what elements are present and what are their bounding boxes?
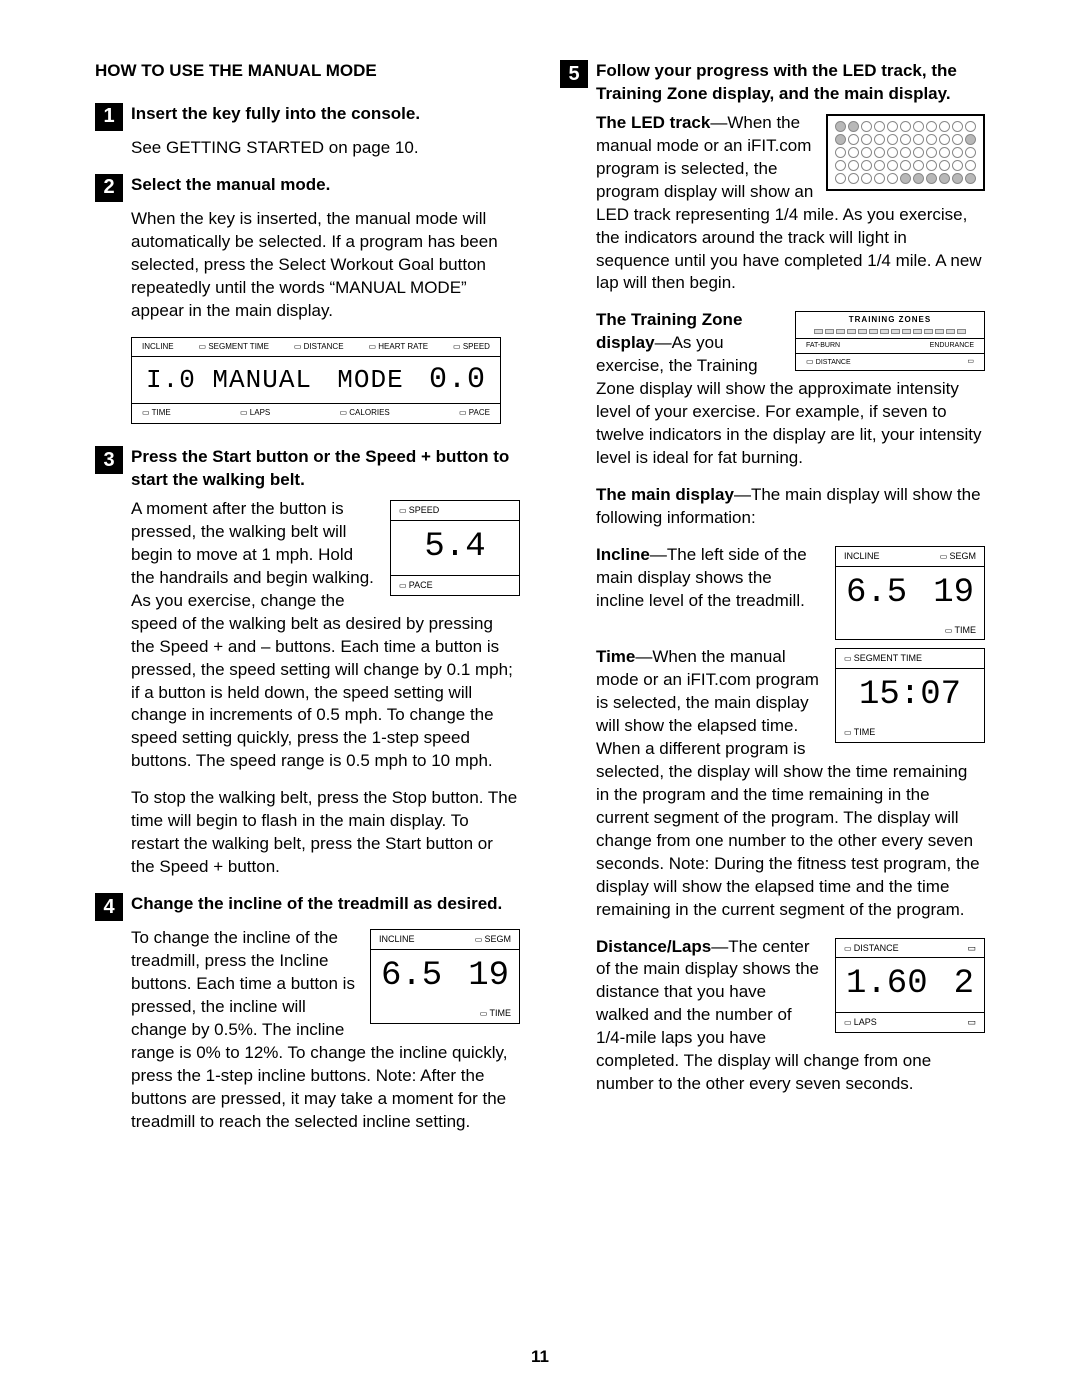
step-1-head: Insert the key fully into the console. <box>131 103 420 126</box>
step-2-body: When the key is inserted, the manual mod… <box>131 208 520 323</box>
step-4-body-wrap: INCLINE SEGM 6.5 19 TIME To change the i… <box>131 927 520 1147</box>
lcd-dist-bot-r: ▭ <box>967 1016 976 1029</box>
step-1-num: 1 <box>95 103 123 131</box>
step-3-num: 3 <box>95 446 123 474</box>
step-4-head: Change the incline of the treadmill as d… <box>131 893 502 916</box>
lcd-dist-d1: 1.60 <box>846 962 928 1008</box>
step-2-head: Select the manual mode. <box>131 174 330 197</box>
lcd-label-distance: DISTANCE <box>294 342 344 353</box>
lcd-inc-r-top-l: INCLINE <box>844 550 880 563</box>
lcd-incline-top-l: INCLINE <box>379 933 415 946</box>
section-title: HOW TO USE THE MANUAL MODE <box>95 60 520 83</box>
step-4: 4 Change the incline of the treadmill as… <box>95 893 520 921</box>
main-display-intro: The main display—The main display will s… <box>596 484 985 530</box>
lcd-time-bot: TIME <box>844 727 875 737</box>
left-column: HOW TO USE THE MANUAL MODE 1 Insert the … <box>95 60 520 1147</box>
lcd-incline-d1: 6.5 <box>381 954 442 1000</box>
step-5-num: 5 <box>560 60 588 88</box>
lcd-label-calories: CALORIES <box>340 408 390 419</box>
lcd-label-incline: INCLINE <box>142 342 174 353</box>
lcd-incline-top-r: SEGM <box>475 933 511 946</box>
lcd-speed-top: SPEED <box>399 504 439 517</box>
lcd-manual-mode: INCLINE SEGMENT TIME DISTANCE HEART RATE… <box>131 337 501 425</box>
lcd-label-time: TIME <box>142 408 171 419</box>
lcd-dist-top-l: DISTANCE <box>844 942 899 955</box>
lcd-incline-bot: TIME <box>480 1008 511 1018</box>
training-zone-display: TRAINING ZONES FAT-BURN ENDURANCE DISTAN… <box>795 311 985 371</box>
tzone-boxes <box>796 329 984 339</box>
lcd-inc-r-top-r: SEGM <box>940 550 976 563</box>
led-track-lead: The LED track <box>596 113 710 132</box>
step-1: 1 Insert the key fully into the console. <box>95 103 520 131</box>
lcd-speed: SPEED 5.4 PACE <box>390 500 520 595</box>
lcd-dist-bot: LAPS <box>844 1016 877 1029</box>
distance-lead: Distance/Laps <box>596 937 711 956</box>
lcd-distance-right: DISTANCE ▭ 1.60 2 LAPS ▭ <box>835 938 985 1033</box>
lcd-time-right: SEGMENT TIME 15:07 TIME <box>835 648 985 742</box>
lcd-label-pace: PACE <box>459 408 490 419</box>
step-3-body-b: To stop the walking belt, press the Stop… <box>131 787 520 879</box>
step-4-num: 4 <box>95 893 123 921</box>
time-lead: Time <box>596 647 635 666</box>
lcd-label-heartrate: HEART RATE <box>369 342 429 353</box>
lcd-label-laps: LAPS <box>240 408 270 419</box>
led-track-display <box>826 114 985 191</box>
lcd-inc-r-d1: 6.5 <box>846 571 907 617</box>
tzone-sub-r: ENDURANCE <box>930 341 974 350</box>
step-1-body: See GETTING STARTED on page 10. <box>131 137 520 160</box>
incline-lead: Incline <box>596 545 650 564</box>
lcd-speed-digits: 5.4 <box>391 521 519 575</box>
lcd-time-top: SEGMENT TIME <box>844 652 922 665</box>
lcd-label-speed: SPEED <box>453 342 490 353</box>
tzone-bot-r: ▭ <box>967 357 974 368</box>
tzone-label: TRAINING ZONES <box>796 312 984 329</box>
main-display-lead: The main display <box>596 485 734 504</box>
lcd-text-mid: MODE <box>337 363 403 398</box>
lcd-label-segtime: SEGMENT TIME <box>199 342 269 353</box>
lcd-time-digits: 15:07 <box>836 669 984 723</box>
step-5-head: Follow your progress with the LED track,… <box>596 60 985 106</box>
lcd-text-right: 0.0 <box>429 360 486 401</box>
lcd-incline-d2: 19 <box>468 954 509 1000</box>
step-5: 5 Follow your progress with the LED trac… <box>560 60 985 106</box>
lcd-inc-r-d2: 19 <box>933 571 974 617</box>
page-number: 11 <box>0 1346 1080 1369</box>
step-3-head: Press the Start button or the Speed + bu… <box>131 446 520 492</box>
lcd-incline: INCLINE SEGM 6.5 19 TIME <box>370 929 520 1023</box>
lcd-text-left: I.0 MANUAL <box>146 363 312 398</box>
lcd-dist-top-r: ▭ <box>967 942 976 955</box>
step-3-body-wrap: SPEED 5.4 PACE A moment after the button… <box>131 498 520 879</box>
tzone-sub-l: FAT-BURN <box>806 341 840 350</box>
step-3: 3 Press the Start button or the Speed + … <box>95 446 520 492</box>
right-column: 5 Follow your progress with the LED trac… <box>560 60 985 1147</box>
step-5-content: The LED track—When the manual mode or an… <box>596 112 985 1110</box>
lcd-dist-d2: 2 <box>954 962 974 1008</box>
lcd-incline-right: INCLINE SEGM 6.5 19 TIME <box>835 546 985 640</box>
lcd-inc-r-bot: TIME <box>945 625 976 635</box>
lcd-speed-bot: PACE <box>399 579 433 592</box>
step-2-num: 2 <box>95 174 123 202</box>
step-2: 2 Select the manual mode. <box>95 174 520 202</box>
tzone-bot-l: DISTANCE <box>806 357 851 368</box>
